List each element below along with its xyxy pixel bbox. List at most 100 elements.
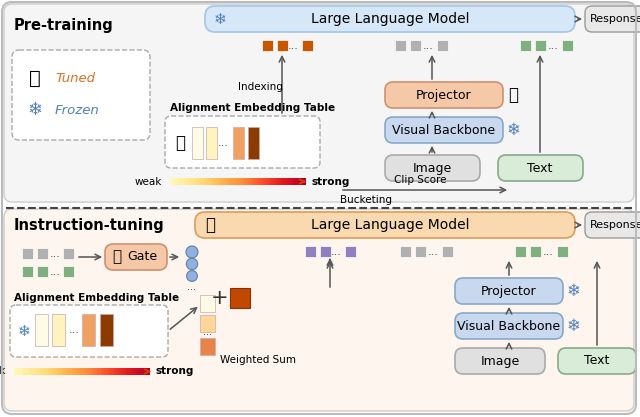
Bar xyxy=(145,368,147,375)
Bar xyxy=(277,40,288,51)
Circle shape xyxy=(186,258,198,270)
Bar xyxy=(40,368,42,375)
Bar xyxy=(38,368,40,375)
FancyBboxPatch shape xyxy=(498,155,583,181)
FancyBboxPatch shape xyxy=(385,82,503,108)
Bar xyxy=(37,266,48,277)
Bar xyxy=(244,178,246,185)
Bar xyxy=(233,127,244,159)
Bar xyxy=(259,178,262,185)
Bar xyxy=(275,178,277,185)
Bar xyxy=(43,368,45,375)
Bar xyxy=(269,178,272,185)
Bar xyxy=(410,40,421,51)
Bar xyxy=(79,368,81,375)
Bar xyxy=(147,368,148,375)
Bar xyxy=(243,178,244,185)
Text: Response: Response xyxy=(590,220,640,230)
Bar xyxy=(198,178,201,185)
Bar xyxy=(261,178,263,185)
Bar xyxy=(60,368,62,375)
FancyBboxPatch shape xyxy=(455,313,563,339)
Bar xyxy=(22,248,33,259)
Bar xyxy=(200,295,215,312)
Bar xyxy=(197,178,199,185)
Bar xyxy=(185,178,188,185)
Bar xyxy=(35,314,48,346)
Bar xyxy=(173,178,175,185)
Text: 🔥: 🔥 xyxy=(175,134,185,152)
Bar xyxy=(229,178,231,185)
Text: ❄: ❄ xyxy=(566,317,580,335)
Text: Large Language Model: Large Language Model xyxy=(311,12,469,26)
Bar xyxy=(63,266,74,277)
Bar xyxy=(300,178,302,185)
Bar xyxy=(535,40,546,51)
Bar xyxy=(246,178,248,185)
Bar xyxy=(131,368,134,375)
Bar xyxy=(192,127,203,159)
Bar xyxy=(82,368,84,375)
Bar xyxy=(24,368,26,375)
Text: ...: ... xyxy=(49,267,60,277)
Bar xyxy=(99,368,101,375)
Text: Large Language Model: Large Language Model xyxy=(311,218,469,232)
Bar xyxy=(37,248,48,259)
Bar xyxy=(70,368,72,375)
Text: 🔥: 🔥 xyxy=(29,68,41,88)
Bar xyxy=(302,40,313,51)
Circle shape xyxy=(186,246,198,258)
Bar xyxy=(35,368,36,375)
Bar xyxy=(515,246,526,257)
Text: 🔥: 🔥 xyxy=(113,249,122,264)
Bar xyxy=(63,248,74,259)
Bar xyxy=(48,368,50,375)
Text: ...: ... xyxy=(331,247,341,257)
Bar xyxy=(285,178,287,185)
Bar xyxy=(293,178,296,185)
Bar xyxy=(14,368,16,375)
Bar xyxy=(115,368,116,375)
Bar xyxy=(205,178,207,185)
Bar xyxy=(276,178,278,185)
Text: Frozen: Frozen xyxy=(55,103,100,116)
Bar xyxy=(36,368,38,375)
FancyBboxPatch shape xyxy=(385,117,503,143)
Bar xyxy=(67,368,69,375)
FancyBboxPatch shape xyxy=(12,50,150,140)
Bar xyxy=(217,178,220,185)
Text: +: + xyxy=(211,288,229,308)
Bar xyxy=(89,368,91,375)
Text: 🔥: 🔥 xyxy=(205,216,215,234)
Bar xyxy=(437,40,448,51)
Bar xyxy=(204,178,206,185)
Bar xyxy=(262,40,273,51)
Text: Clip Score: Clip Score xyxy=(394,175,446,185)
Text: ...: ... xyxy=(188,282,196,292)
Text: Instruction-tuning: Instruction-tuning xyxy=(14,218,164,233)
Bar xyxy=(170,178,172,185)
Bar xyxy=(301,178,304,185)
Bar xyxy=(90,368,93,375)
Text: ...: ... xyxy=(422,41,433,51)
Bar xyxy=(180,178,182,185)
Bar xyxy=(80,368,83,375)
Bar xyxy=(65,368,67,375)
Bar xyxy=(557,246,568,257)
Bar xyxy=(298,178,300,185)
Bar xyxy=(72,368,74,375)
Bar xyxy=(179,178,180,185)
Bar xyxy=(33,368,35,375)
Bar xyxy=(345,246,356,257)
Text: strong: strong xyxy=(156,367,195,377)
FancyBboxPatch shape xyxy=(4,209,634,411)
Bar xyxy=(234,178,236,185)
Bar xyxy=(562,40,573,51)
Bar xyxy=(530,246,541,257)
Bar xyxy=(200,178,203,185)
Text: ...: ... xyxy=(287,41,298,51)
Text: Indexing: Indexing xyxy=(237,82,282,92)
Bar xyxy=(520,40,531,51)
Bar xyxy=(177,178,179,185)
Text: Alignment Embedding Table: Alignment Embedding Table xyxy=(14,293,179,303)
